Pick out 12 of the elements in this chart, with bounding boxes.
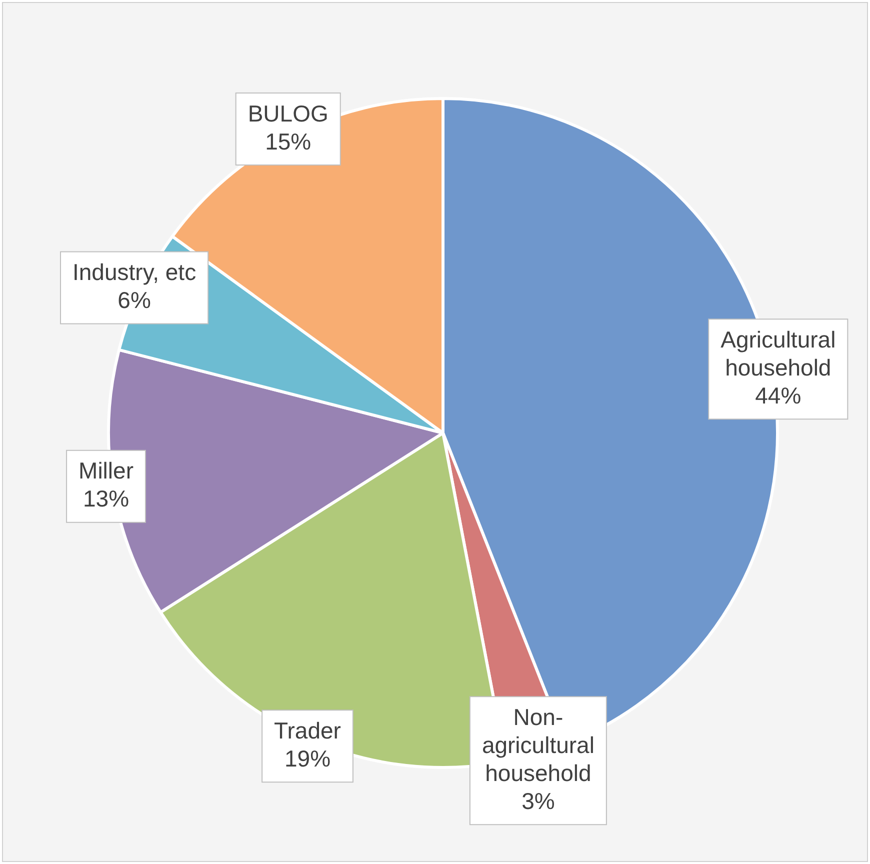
slice-label: Trader: [274, 717, 342, 744]
data-label: 15%: [265, 128, 312, 154]
slice-label: Non-agricultural household: [482, 704, 594, 786]
data-label: 13%: [82, 486, 130, 512]
data-label: 3%: [522, 788, 555, 814]
slice-label: Miller: [78, 458, 134, 484]
data-label: 44%: [755, 382, 802, 408]
slice-label: Agricultural household: [720, 326, 836, 380]
slice-label: BULOG: [248, 100, 328, 126]
slice-label: Industry, etc: [72, 259, 196, 286]
data-label: 19%: [284, 745, 331, 772]
data-label: 6%: [118, 287, 151, 314]
